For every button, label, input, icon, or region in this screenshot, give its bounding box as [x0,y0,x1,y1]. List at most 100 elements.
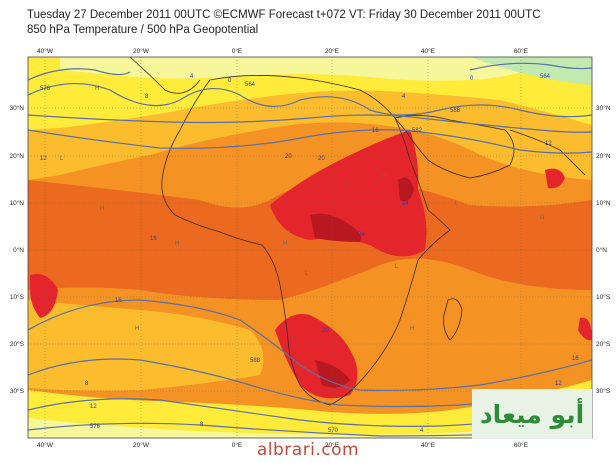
watermark-logo: أبو ميعاد [472,389,592,439]
contour-label: 582 [412,128,423,134]
lon-label-top: 20°E [325,47,340,55]
lon-label-bottom: 20°W [133,441,150,449]
lon-label-bottom: 40°E [421,441,436,449]
lat-label-left: 20°S [10,340,25,348]
contour-label: 588 [450,108,461,114]
lon-label-top: 40°E [421,47,436,55]
isotherm-label: 12 [90,404,97,410]
lat-label-right: 20°S [596,340,611,348]
isotherm-label: 16 [372,128,379,134]
field-pale-yellow [60,57,560,81]
contour-576-north [28,83,592,118]
isotherm-label: 4 [402,94,406,100]
field-light-orange-south-atlantic [28,300,264,391]
contour-label: 576 [40,86,51,92]
isotherm-label: 0 [470,76,474,82]
pressure-centre: L [395,264,399,270]
lon-label-bottom: 0°E [232,441,243,449]
isotherm-label: 8 [85,381,89,387]
pressure-centre: L [455,201,459,207]
contour-label: 564 [540,74,551,80]
field-red-sahara [270,130,427,257]
lat-label-left: 0°N [13,246,24,254]
madagascar-coastline [443,298,463,341]
isotherm-labels: 12 16 20 24 20 16 12 8 4 0 4 8 12 16 24 … [40,74,579,434]
lon-label-top: 0°E [232,47,243,55]
lon-label-bottom: 60°E [514,441,529,449]
pressure-centre: H [382,174,386,180]
graticule [28,57,592,438]
contour-labels: 576 564 588 582 570 576 588 564 [40,74,551,434]
isotherm-label: 12 [40,156,47,162]
field-dark-red-south-africa [315,360,350,388]
lat-label-left: 20°N [9,152,24,160]
isotherm-label: 4 [190,74,194,80]
longitude-labels: 40°W 20°W 0°E 20°E 40°E 60°E 40°W 20°W 0… [37,47,529,449]
isotherm-label: 20 [322,328,329,334]
pressure-centre: H [135,326,139,332]
pressure-centre: L [60,156,64,162]
watermark-logo-text: أبو ميعاد [479,399,585,429]
isotherm-label: 0 [228,78,232,84]
contour-label: 588 [250,358,261,364]
pressure-centre: H [175,241,179,247]
pressure-centre: L [345,181,349,187]
contour-label: 576 [90,424,101,430]
iberia-coastline [129,57,201,94]
lat-label-right: 0°N [596,246,607,254]
isotherm-label: 24 [402,201,409,207]
contour-564-northeast [469,62,592,71]
lat-label-right: 10°N [596,199,611,207]
lon-label-bottom: 40°W [37,441,54,449]
isotherm-label: 24 [358,232,365,238]
asia-coastline [509,129,586,176]
isotherm-label: 12 [555,381,562,387]
map-frame [27,56,593,439]
contour-label: 564 [245,82,256,88]
lat-label-left: 30°S [10,387,25,395]
field-red-west [30,274,58,318]
lat-label-right: 20°N [596,152,611,160]
isotherm-label: 16 [150,236,157,242]
contour-label: 570 [328,428,339,434]
pressure-centre: H [540,216,544,222]
field-dark-red-ethiopia [398,177,414,202]
map-title: Tuesday 27 December 2011 00UTC ©ECMWF Fo… [27,9,541,21]
lon-label-top: 60°E [514,47,529,55]
isotherm-label: 12 [545,141,552,147]
lon-label-top: 20°W [133,47,150,55]
isotherm-label: 16 [572,356,579,362]
contour-588-north [28,129,592,154]
field-red-east [578,317,592,341]
pressure-centre: H [410,326,414,332]
isotherm-label: 8 [145,94,149,100]
isotherm-label: 8 [200,422,204,428]
lat-label-right: 30°S [596,387,611,395]
pressure-centre: L [305,271,309,277]
watermark-site: albrari.com [256,440,360,460]
temperature-field [28,57,592,438]
lat-label-right: 10°S [596,293,611,301]
pressure-centre: H [283,241,287,247]
lat-label-right: 30°N [596,104,611,112]
field-red-arabian-sea [545,168,565,189]
contour-582-north [28,114,592,133]
contour-588-south [28,299,592,392]
isotherm-label: 4 [420,428,424,434]
pressure-centre: H [95,86,99,92]
contour-564-north [28,68,131,81]
field-dark-red-sahara [310,213,362,242]
lon-label-top: 40°W [37,47,54,55]
lon-label-bottom: 20°E [325,441,340,449]
lat-label-left: 30°N [9,104,24,112]
lat-label-left: 10°S [10,293,25,301]
pressure-centre: L [292,336,296,342]
latitude-labels: 30°N 20°N 10°N 0°N 10°S 20°S 30°S 30°N 2… [9,104,610,395]
pressure-centre: H [100,206,104,212]
isotherm-label: 20 [285,154,292,160]
field-pale-yellow-south [28,418,592,438]
map-subtitle: 850 hPa Temperature / 500 hPa Geopotenti… [27,24,259,36]
lat-label-left: 10°N [9,199,24,207]
isotherm-label: 20 [318,156,325,162]
